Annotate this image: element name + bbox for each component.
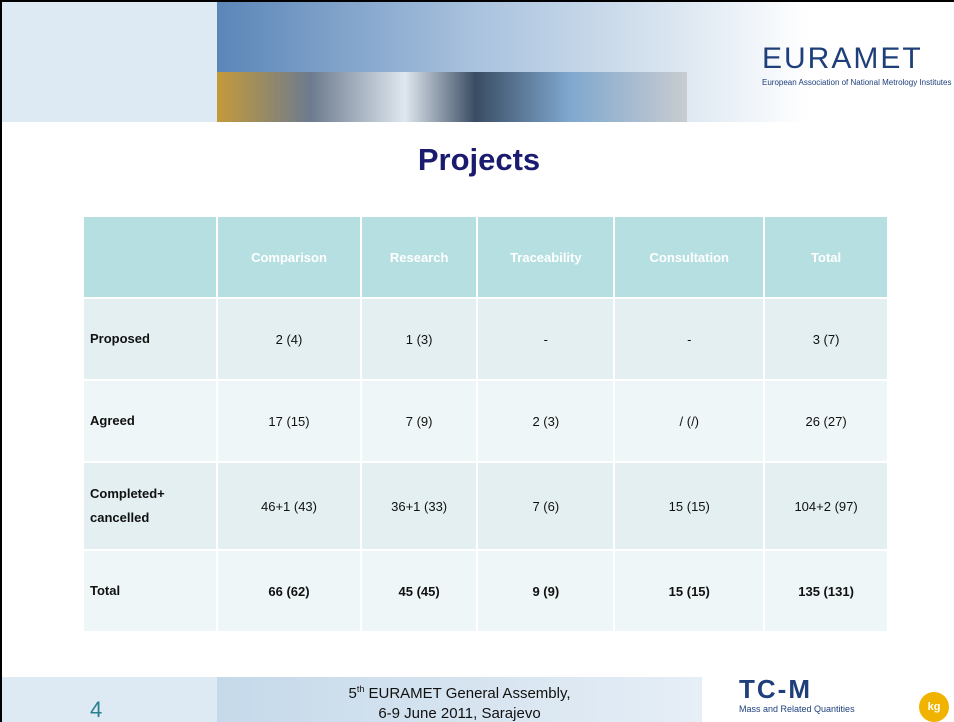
column-header: Research xyxy=(359,215,479,299)
cell: 17 (15) xyxy=(216,379,362,463)
cell: 26 (27) xyxy=(763,379,889,463)
row-label: Agreed xyxy=(82,379,218,463)
row-label: Completed+ cancelled xyxy=(82,461,218,551)
event-line: 5th EURAMET General Assembly, xyxy=(217,679,702,704)
cell: 9 (9) xyxy=(476,549,616,633)
logo: EURAMET xyxy=(762,42,923,75)
cell: / (/) xyxy=(613,379,766,463)
table-row: Proposed 2 (4) 1 (3) - -3 (7) xyxy=(82,297,889,381)
cell: 15 (15) xyxy=(613,549,766,633)
cell: 46+1 (43) xyxy=(216,461,362,551)
table-row: Total 66 (62) 45 (45) 9 (9) 15 (15) 135 (131) xyxy=(82,549,889,633)
cell: 104+2 (97) xyxy=(763,461,889,551)
page-panel: 4 xyxy=(2,677,217,722)
tc-badge: kg xyxy=(919,692,949,722)
cell: 2 (3) xyxy=(476,379,616,463)
cell: 3 (7) xyxy=(763,297,889,381)
column-header: Traceability xyxy=(476,215,616,299)
cell: 7 (9) xyxy=(359,379,479,463)
cell: 135 (131) xyxy=(763,549,889,633)
table-row: Agreed 17 (15) 7 (9) 2 (3) / (/) 26 (27) xyxy=(82,379,889,463)
tc-logo: TC-M xyxy=(739,674,812,704)
title: Projects xyxy=(417,142,541,177)
cell: 2 (4) xyxy=(216,297,362,381)
table: Comparison Research Traceability Consultati… xyxy=(82,215,889,633)
cell: 7 (6) xyxy=(476,461,616,551)
row-label: Total xyxy=(82,549,218,633)
header-row: Comparison Research Traceability Consultati… xyxy=(82,215,889,299)
column-header: Comparison xyxy=(216,215,362,299)
cell: 36+1 (33) xyxy=(359,461,479,551)
cell: 1 (3) xyxy=(359,297,479,381)
banner-photos xyxy=(217,72,687,122)
column-header: Total xyxy=(763,215,889,299)
event-panel: 5th EURAMET General Assembly, 6-9 June 2… xyxy=(217,677,702,722)
cell: 66 (62) xyxy=(216,549,362,633)
event-date: 6-9 June 2011, Sarajevo xyxy=(378,705,541,722)
cell: 45 (45) xyxy=(359,549,479,633)
corner-panel xyxy=(2,2,217,122)
logo-subtitle: European Association of National Metrolo… xyxy=(762,78,952,87)
cell: - xyxy=(476,297,616,381)
row-label: Proposed xyxy=(82,297,218,381)
tc-name: Mass and Related Quantities xyxy=(739,704,855,714)
column-header: Consultation xyxy=(613,215,766,299)
event-name: EURAMET General Assembly, xyxy=(364,685,571,702)
event-number: 5 xyxy=(348,685,357,702)
page-number: 4 xyxy=(90,697,103,722)
cell: 15 (15) xyxy=(613,461,766,551)
banner: EURAMET European Association of National… xyxy=(217,2,954,122)
table-row: Completed+ cancelled 46+1 (43) 36+1 (33) 7 … xyxy=(82,461,889,551)
column-header xyxy=(82,215,218,299)
event-suffix: th xyxy=(356,684,365,694)
cell: - xyxy=(613,297,766,381)
